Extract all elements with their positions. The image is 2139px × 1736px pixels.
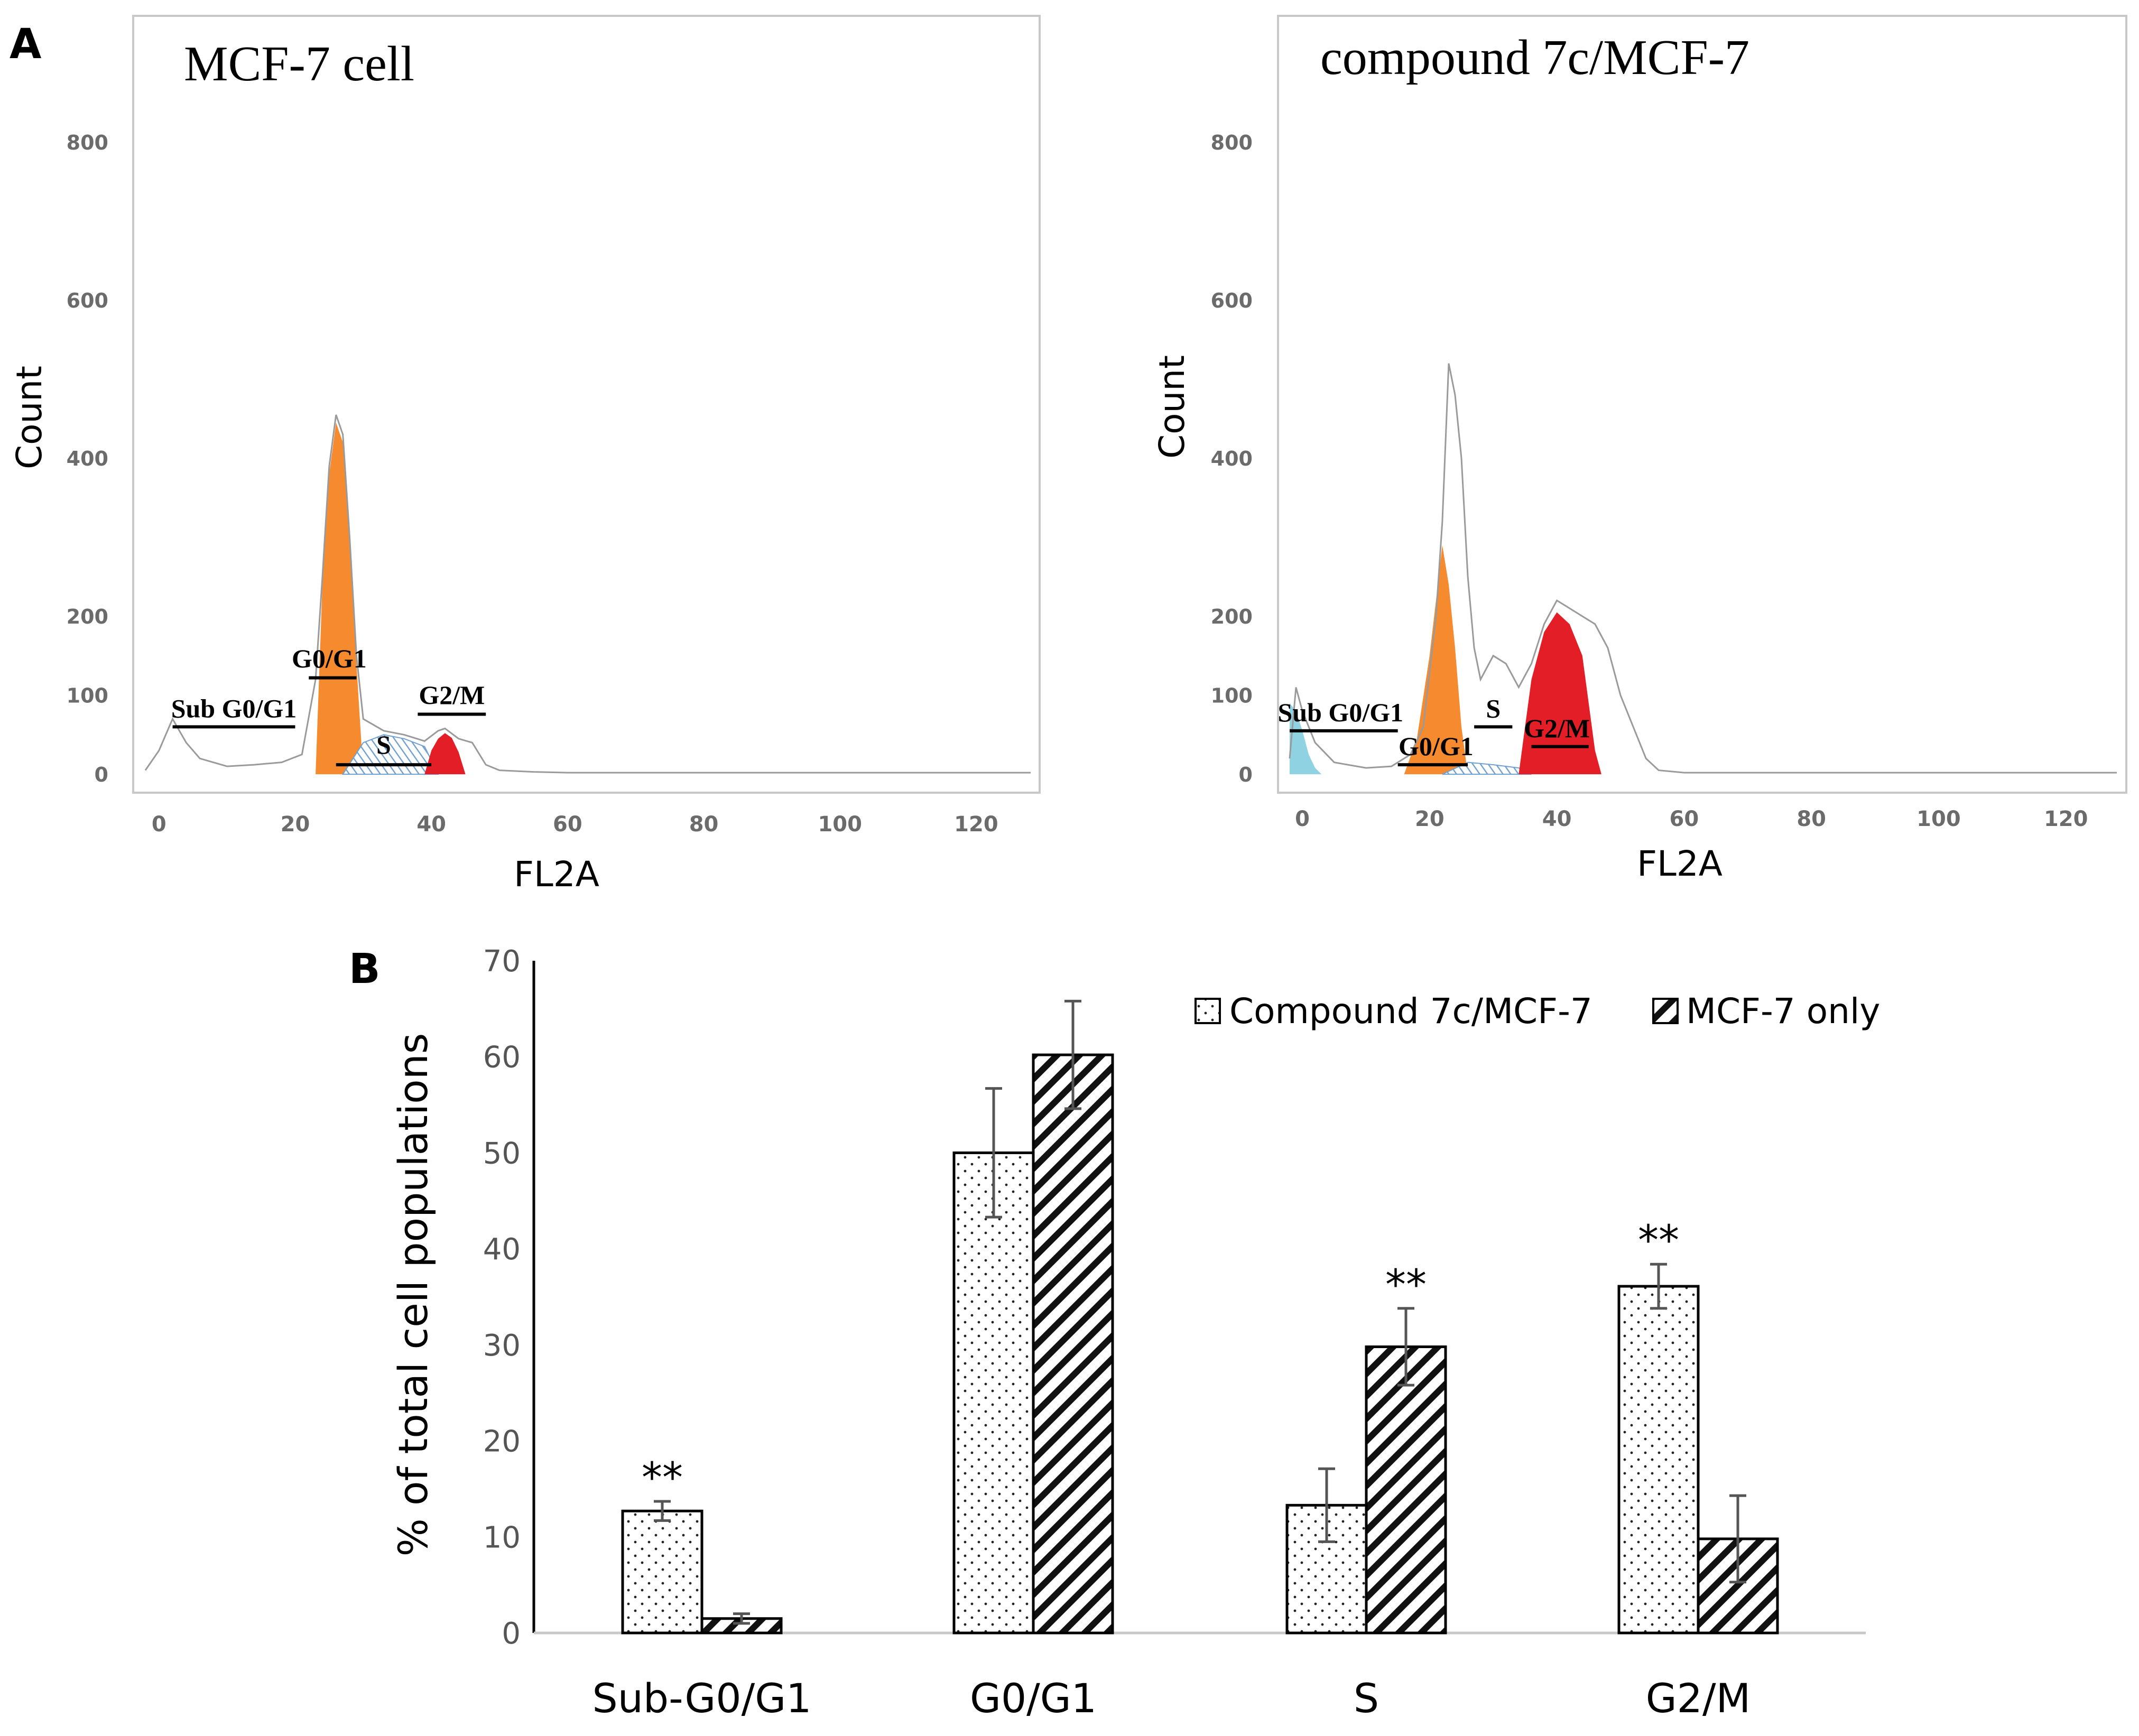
- histogram-envelope: [144, 414, 1031, 774]
- legend-swatch-hatch: [1652, 998, 1679, 1024]
- phase-g2-m: [1518, 612, 1601, 775]
- gate-label: S: [1486, 693, 1501, 723]
- gate-label: G2/M: [419, 680, 485, 710]
- significance-marker: **: [1385, 1261, 1427, 1309]
- y-axis-title: % of total cell populations: [390, 1033, 437, 1557]
- legend-item-mcf7-only: MCF-7 only: [1652, 991, 1880, 1032]
- x-axis-label: FL2A: [1637, 843, 1723, 884]
- error-bar: [1729, 1494, 1746, 1584]
- y-tick-label: 60: [483, 1041, 521, 1075]
- x-tick-label: 80: [689, 812, 719, 837]
- bar-mcf7-only: [1365, 1345, 1447, 1635]
- phase-g0-g1: [316, 422, 364, 775]
- histogram-mcf7: MCF-7 cell Count FL2A 0 100 200 400 600 800 0…: [9, 15, 1041, 895]
- y-tick-label: 50: [483, 1136, 521, 1171]
- significance-marker: **: [642, 1454, 683, 1502]
- phase-g2-m: [424, 733, 466, 775]
- category-label: Sub-G0/G1: [592, 1675, 812, 1722]
- legend-label: Compound 7c/MCF-7: [1229, 991, 1592, 1032]
- significance-marker: **: [1638, 1217, 1679, 1265]
- y-tick-label: 30: [483, 1329, 521, 1363]
- plot-frame: [132, 15, 1041, 794]
- legend-item-compound-7c: Compound 7c/MCF-7: [1194, 991, 1592, 1032]
- bar-mcf7-only: [1032, 1053, 1114, 1635]
- histogram-title: compound 7c/MCF-7: [1320, 30, 1749, 85]
- y-tick-label: 800: [1211, 131, 1253, 154]
- x-tick-label: 40: [416, 812, 446, 837]
- y-tick-label: 600: [1211, 289, 1253, 312]
- error-bar: [733, 1612, 750, 1625]
- panel-label-a: A: [10, 21, 41, 68]
- y-tick-label: 100: [1211, 684, 1253, 708]
- y-tick-label: 100: [67, 684, 108, 708]
- y-tick-label: 40: [483, 1232, 521, 1267]
- y-tick-label: 10: [483, 1520, 521, 1555]
- error-bar: [985, 1087, 1002, 1219]
- y-tick-label: 20: [483, 1425, 521, 1459]
- x-tick-label: 20: [1415, 807, 1444, 831]
- gate-label: S: [376, 730, 391, 759]
- panel-label-b: B: [349, 945, 380, 993]
- legend: Compound 7c/MCF-7 MCF-7 only: [1194, 991, 1880, 1032]
- y-axis-label: Count: [1152, 355, 1192, 459]
- y-tick-label: 400: [1211, 447, 1253, 470]
- y-tick-label: 800: [67, 131, 108, 154]
- y-tick-label: 400: [67, 447, 108, 470]
- error-bar: [1318, 1467, 1335, 1543]
- x-tick-label: 60: [553, 812, 582, 837]
- gate-label: G0/G1: [292, 644, 367, 673]
- x-axis-label: FL2A: [514, 854, 599, 895]
- category-label: S: [1354, 1675, 1379, 1722]
- x-tick-label: 0: [152, 812, 166, 837]
- histogram-title: MCF-7 cell: [184, 36, 414, 91]
- phase-g0-g1: [1404, 545, 1468, 775]
- y-tick-label: 600: [67, 289, 108, 312]
- y-tick-label: 0: [95, 763, 108, 786]
- gate-label: Sub G0/G1: [171, 693, 297, 723]
- legend-label: MCF-7 only: [1686, 991, 1880, 1032]
- category-label: G2/M: [1646, 1675, 1751, 1722]
- y-tick-label: 0: [1239, 763, 1253, 786]
- error-bar: [1064, 999, 1081, 1110]
- gate-label: G0/G1: [1399, 731, 1474, 761]
- error-bar: [1397, 1307, 1414, 1387]
- x-tick-label: 20: [281, 812, 310, 837]
- x-tick-label: 120: [954, 812, 998, 837]
- gate-label: G2/M: [1524, 713, 1590, 743]
- histogram-compound-7c: compound 7c/MCF-7 Count FL2A 01002004006…: [1152, 15, 2127, 884]
- x-tick-label: 120: [2044, 807, 2088, 831]
- x-tick-label: 80: [1797, 807, 1826, 831]
- phase-sub-g0-g1: [1290, 703, 1322, 775]
- histogram-envelope: [1289, 363, 2117, 774]
- error-bar: [654, 1500, 671, 1522]
- gate-label: Sub G0/G1: [1278, 698, 1404, 727]
- y-tick-label: 0: [502, 1617, 521, 1651]
- plot-frame: [1277, 15, 2127, 794]
- error-bar: [1650, 1262, 1667, 1310]
- x-tick-label: 100: [1916, 807, 1961, 831]
- y-tick-label: 200: [67, 605, 108, 628]
- x-tick-label: 100: [818, 812, 862, 837]
- y-tick-label: 70: [483, 944, 521, 979]
- y-axis-label: Count: [9, 366, 50, 469]
- x-tick-label: 40: [1542, 807, 1572, 831]
- x-tick-label: 60: [1670, 807, 1699, 831]
- bar-chart-cell-cycle: % of total cell populations 0 10 20 30 40 50 6…: [390, 944, 1880, 1722]
- x-tick-label: 0: [1295, 807, 1310, 831]
- bar-compound-7c: [952, 1151, 1035, 1635]
- y-tick-label: 200: [1211, 605, 1253, 628]
- bar-compound-7c: [621, 1509, 703, 1635]
- legend-swatch-dots: [1194, 998, 1221, 1024]
- category-label: G0/G1: [970, 1675, 1097, 1722]
- bar-compound-7c: [1617, 1285, 1700, 1635]
